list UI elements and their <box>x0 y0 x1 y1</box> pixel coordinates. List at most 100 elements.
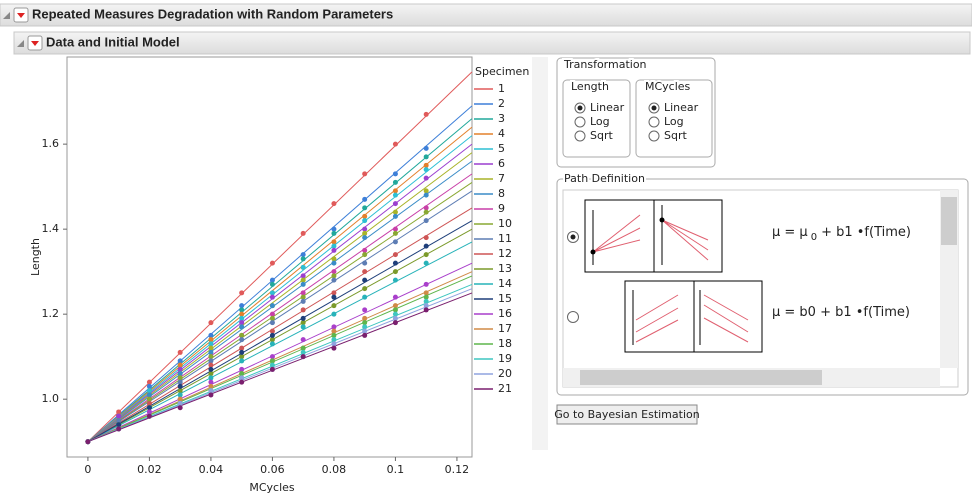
point <box>269 366 275 372</box>
point <box>208 392 214 398</box>
point <box>239 324 245 330</box>
legend-label: 11 <box>498 232 512 245</box>
fit-line <box>87 126 473 443</box>
fit-line <box>87 292 473 443</box>
point <box>392 294 398 300</box>
point <box>177 358 183 364</box>
legend-label: 20 <box>498 367 512 380</box>
fit-line <box>87 173 473 443</box>
point <box>423 243 429 249</box>
outline-subtitle: Data and Initial Model <box>46 34 180 49</box>
fit-line <box>87 241 473 443</box>
disclosure-icon[interactable] <box>3 12 10 19</box>
point <box>239 315 245 321</box>
point <box>362 307 368 313</box>
fit-line <box>87 181 473 443</box>
point <box>423 205 429 211</box>
point <box>423 145 429 151</box>
fit-line <box>87 220 473 443</box>
radio[interactable] <box>567 311 579 323</box>
point <box>116 413 122 419</box>
point <box>331 290 337 296</box>
point <box>177 349 183 355</box>
point <box>392 179 398 185</box>
button-label[interactable]: Go to Bayesian Estimation <box>554 408 699 421</box>
fit-line <box>87 275 473 443</box>
radio[interactable] <box>648 116 660 128</box>
radio-label[interactable]: Log <box>590 115 610 128</box>
legend-label: 16 <box>498 307 512 320</box>
point <box>331 201 337 207</box>
point <box>300 281 306 287</box>
radio-dot <box>651 105 657 111</box>
point <box>146 379 152 385</box>
point <box>300 320 306 326</box>
legend-label: 6 <box>498 157 505 170</box>
point <box>362 196 368 202</box>
point <box>208 320 214 326</box>
point <box>269 358 275 364</box>
point <box>392 260 398 266</box>
button[interactable] <box>556 404 698 425</box>
point <box>392 315 398 321</box>
point <box>362 247 368 253</box>
point <box>269 341 275 347</box>
point <box>392 141 398 147</box>
radio-label[interactable]: Linear <box>664 101 699 114</box>
legend-label: 2 <box>498 97 505 110</box>
point <box>392 226 398 232</box>
legend-label: 18 <box>498 337 512 350</box>
radio-label[interactable]: Linear <box>590 101 625 114</box>
point <box>423 235 429 241</box>
point <box>146 400 152 406</box>
point <box>239 349 245 355</box>
v-scroll-thumb[interactable] <box>941 197 957 245</box>
point <box>362 171 368 177</box>
y-axis-label: Length <box>29 238 42 276</box>
point <box>331 260 337 266</box>
radio[interactable] <box>574 116 586 128</box>
fit-line <box>87 71 473 443</box>
radio-label[interactable]: Log <box>664 115 684 128</box>
legend-label: 14 <box>498 277 512 290</box>
point <box>331 311 337 317</box>
point <box>269 290 275 296</box>
point <box>269 337 275 343</box>
point <box>146 396 152 402</box>
point <box>392 277 398 283</box>
radio-label[interactable]: Sqrt <box>590 129 613 142</box>
point <box>423 290 429 296</box>
point <box>208 375 214 381</box>
point <box>423 294 429 300</box>
point <box>177 362 183 368</box>
point <box>392 320 398 326</box>
point <box>239 337 245 343</box>
point <box>362 226 368 232</box>
point <box>423 298 429 304</box>
point <box>331 294 337 300</box>
point <box>269 294 275 300</box>
disclosure-icon[interactable] <box>17 40 24 47</box>
point <box>269 260 275 266</box>
fit-line <box>87 190 473 443</box>
point <box>423 303 429 309</box>
radio[interactable] <box>648 130 660 142</box>
point <box>300 252 306 258</box>
point <box>331 332 337 338</box>
radio[interactable] <box>574 130 586 142</box>
point <box>362 252 368 258</box>
legend-label: 10 <box>498 217 512 230</box>
point <box>239 311 245 317</box>
point <box>392 230 398 236</box>
point <box>423 252 429 258</box>
point <box>392 303 398 309</box>
point <box>239 366 245 372</box>
fit-line <box>87 152 473 443</box>
point <box>331 345 337 351</box>
point <box>239 320 245 326</box>
x-tick-label: 0 <box>84 463 91 476</box>
legend-title: Specimen <box>475 65 529 78</box>
radio-label[interactable]: Sqrt <box>664 129 687 142</box>
h-scroll-thumb[interactable] <box>580 370 822 385</box>
